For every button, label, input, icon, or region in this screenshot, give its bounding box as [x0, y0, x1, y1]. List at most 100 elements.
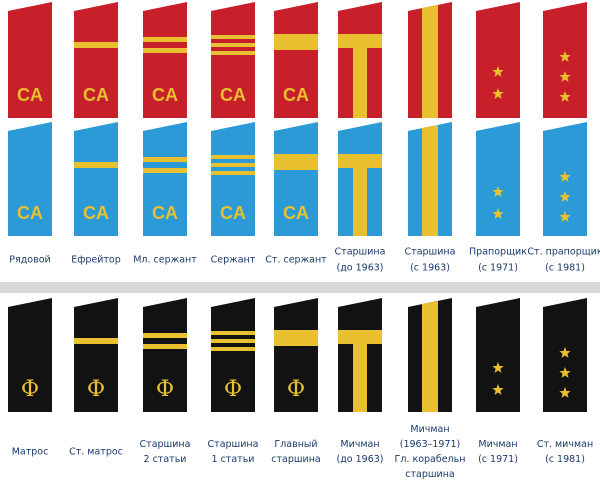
- stripe: [211, 347, 255, 351]
- rank-label: Мичман: [340, 439, 379, 450]
- stripe: [211, 51, 255, 55]
- shoulder-board: [143, 2, 187, 118]
- star: [492, 88, 504, 99]
- stripe: [211, 331, 255, 335]
- star: [559, 211, 571, 222]
- shoulder-board: [476, 122, 520, 236]
- stripe: [143, 157, 187, 162]
- rank-label: 1 статьи: [212, 454, 255, 465]
- stripe: [211, 155, 255, 159]
- emblem: CA: [83, 85, 109, 105]
- star: [559, 347, 571, 358]
- rank-label: Ефрейтор: [71, 255, 121, 266]
- shoulder-board: [74, 122, 118, 236]
- stripe: [274, 34, 318, 50]
- star: [559, 387, 571, 398]
- stripe: [74, 338, 118, 344]
- rank-label: Мл. сержант: [133, 255, 197, 266]
- rank-label: Старшина: [140, 439, 191, 450]
- rank-label: Мичман: [410, 424, 449, 435]
- rank-label: (с 1971): [478, 454, 518, 465]
- rank-label: (с 1981): [545, 454, 585, 465]
- rank-label: (с 1963): [410, 263, 450, 274]
- emblem: Ф: [21, 377, 39, 402]
- rank-label: (1963–1971): [400, 439, 461, 450]
- rank-label: Старшина: [405, 247, 456, 258]
- shoulder-board: [8, 122, 52, 236]
- emblem: CA: [152, 85, 178, 105]
- stripe: [74, 162, 118, 168]
- stripe: [274, 330, 318, 346]
- shoulder-board: [274, 122, 318, 236]
- rank-label: Главный: [274, 439, 317, 450]
- stripe: [422, 301, 438, 412]
- star: [559, 191, 571, 202]
- rank-label: (с 1981): [545, 263, 585, 274]
- star: [559, 91, 571, 102]
- rank-label: Сержант: [211, 255, 256, 266]
- stripe: [353, 154, 367, 236]
- rank-label: Ст. матрос: [69, 447, 123, 458]
- rank-label: Ст. прапорщик: [527, 247, 600, 258]
- stripe: [143, 168, 187, 173]
- stripe: [422, 5, 438, 118]
- stripe: [143, 344, 187, 349]
- star: [492, 384, 504, 395]
- rank-label: Матрос: [12, 447, 49, 458]
- rank-label: Мичман: [478, 439, 517, 450]
- stripe: [211, 163, 255, 167]
- stripe: [274, 154, 318, 170]
- emblem: CA: [283, 203, 309, 223]
- star: [492, 66, 504, 77]
- star: [559, 71, 571, 82]
- shoulder-board: [143, 122, 187, 236]
- emblem: Ф: [287, 377, 305, 402]
- emblem: CA: [83, 203, 109, 223]
- shoulder-board: [476, 2, 520, 118]
- emblem: CA: [220, 85, 246, 105]
- stripe: [143, 37, 187, 42]
- rank-label: Рядовой: [9, 255, 50, 266]
- stripe: [211, 171, 255, 175]
- emblem: CA: [17, 203, 43, 223]
- emblem: CA: [283, 85, 309, 105]
- emblem: CA: [17, 85, 43, 105]
- stripe: [143, 48, 187, 53]
- rank-label: Прапорщик: [469, 247, 527, 258]
- rank-label: (до 1963): [337, 263, 384, 274]
- rank-label: Старшина: [335, 247, 386, 258]
- shoulder-board: [143, 298, 187, 412]
- shoulder-board: [211, 122, 255, 236]
- rank-label: старшина: [405, 469, 455, 480]
- rank-label: Гл. корабельн: [395, 454, 466, 465]
- emblem: Ф: [87, 377, 105, 402]
- emblem: CA: [220, 203, 246, 223]
- rank-label: (с 1971): [478, 263, 518, 274]
- rank-label: 2 статьи: [144, 454, 187, 465]
- rank-label: старшина: [271, 454, 321, 465]
- star: [559, 367, 571, 378]
- shoulder-board: [8, 298, 52, 412]
- stripe: [211, 35, 255, 39]
- stripe: [143, 333, 187, 338]
- shoulder-board: [476, 298, 520, 412]
- stripe: [211, 339, 255, 343]
- shoulder-board: [74, 2, 118, 118]
- stripe: [353, 330, 367, 412]
- stripe: [74, 42, 118, 48]
- emblem: Ф: [156, 377, 174, 402]
- rank-label: Старшина: [208, 439, 259, 450]
- emblem: CA: [152, 203, 178, 223]
- stripe: [353, 34, 367, 118]
- shoulder-board: [543, 2, 587, 118]
- shoulder-board: [8, 2, 52, 118]
- rank-label: Ст. сержант: [265, 255, 327, 266]
- star: [559, 171, 571, 182]
- shoulder-board: [274, 298, 318, 412]
- stripe: [211, 43, 255, 47]
- rank-label: Ст. мичман: [537, 439, 593, 450]
- shoulder-board: [211, 2, 255, 118]
- star: [559, 51, 571, 62]
- shoulder-board: [274, 2, 318, 118]
